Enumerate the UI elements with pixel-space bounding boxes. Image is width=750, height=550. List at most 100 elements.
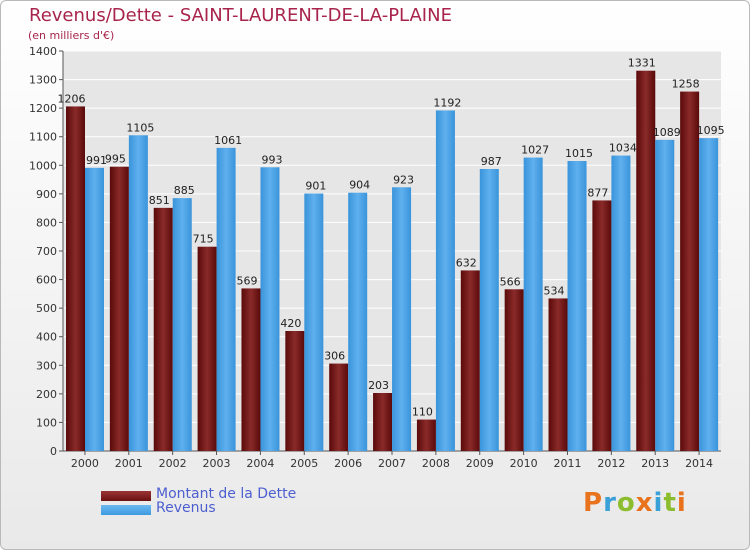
x-tick-label: 2001 bbox=[115, 457, 143, 470]
bar-revenus bbox=[523, 157, 543, 452]
bar-revenus bbox=[216, 147, 236, 451]
data-label-dette: 306 bbox=[324, 350, 345, 363]
chart-subtitle: (en milliers d'€) bbox=[28, 29, 115, 42]
data-label-dette: 1331 bbox=[628, 57, 656, 70]
data-label-revenus: 1061 bbox=[214, 134, 242, 147]
bar-dette bbox=[153, 207, 173, 451]
legend-label-revenus: Revenus bbox=[156, 500, 216, 516]
logo-letter: t bbox=[663, 488, 677, 518]
data-label-dette: 110 bbox=[412, 406, 433, 419]
x-tick-label: 2010 bbox=[510, 457, 538, 470]
x-tick-label: 2005 bbox=[290, 457, 318, 470]
data-label-revenus: 993 bbox=[261, 153, 282, 166]
data-label-revenus: 885 bbox=[174, 184, 195, 197]
y-tick-label: 700 bbox=[36, 245, 57, 258]
bar-revenus bbox=[392, 187, 412, 452]
logo-letter: i bbox=[676, 488, 687, 518]
data-label-dette: 851 bbox=[149, 194, 170, 207]
data-label-dette: 877 bbox=[587, 186, 608, 199]
data-label-dette: 1258 bbox=[672, 78, 700, 91]
data-label-dette: 995 bbox=[105, 153, 126, 166]
bar-revenus bbox=[172, 198, 192, 451]
bar-dette bbox=[241, 288, 261, 451]
data-label-revenus: 901 bbox=[305, 180, 326, 193]
y-tick-label: 1200 bbox=[29, 102, 57, 115]
bar-dette bbox=[460, 270, 480, 451]
data-label-revenus: 1015 bbox=[565, 147, 593, 160]
bar-dette bbox=[285, 331, 305, 451]
legend-swatch-dette bbox=[101, 491, 151, 501]
data-label-dette: 632 bbox=[456, 256, 477, 269]
x-tick-label: 2011 bbox=[553, 457, 581, 470]
y-tick-label: 200 bbox=[36, 388, 57, 401]
bar-dette bbox=[592, 200, 612, 451]
bar-revenus bbox=[85, 167, 104, 451]
y-tick-label: 800 bbox=[36, 216, 57, 229]
bar-revenus bbox=[611, 155, 631, 452]
x-tick-label: 2004 bbox=[246, 457, 274, 470]
y-tick-label: 900 bbox=[36, 188, 57, 201]
bar-dette bbox=[109, 166, 129, 451]
logo-letter: P bbox=[583, 488, 604, 518]
logo-letter: o bbox=[616, 488, 636, 518]
data-label-revenus: 1034 bbox=[609, 142, 637, 155]
x-tick-label: 2012 bbox=[597, 457, 625, 470]
x-tick-label: 2013 bbox=[641, 457, 669, 470]
legend-swatch-revenus bbox=[101, 505, 151, 515]
x-tick-label: 2009 bbox=[466, 457, 494, 470]
data-label-dette: 569 bbox=[236, 274, 257, 287]
y-tick-label: 500 bbox=[36, 302, 57, 315]
x-tick-label: 2000 bbox=[71, 457, 99, 470]
y-tick-label: 1300 bbox=[29, 74, 57, 87]
y-tick-label: 100 bbox=[36, 416, 57, 429]
bar-revenus bbox=[435, 110, 455, 451]
x-tick-label: 2008 bbox=[422, 457, 450, 470]
data-label-revenus: 991 bbox=[86, 154, 107, 167]
x-tick-label: 2006 bbox=[334, 457, 362, 470]
bar-dette bbox=[680, 91, 700, 452]
bar-revenus bbox=[479, 169, 499, 451]
data-label-revenus: 1192 bbox=[433, 96, 461, 109]
chart-title: Revenus/Dette - SAINT-LAURENT-DE-LA-PLAI… bbox=[29, 5, 452, 26]
data-label-dette: 534 bbox=[544, 284, 565, 297]
y-tick-label: 1000 bbox=[29, 159, 57, 172]
data-label-dette: 1206 bbox=[58, 92, 86, 105]
data-label-revenus: 1095 bbox=[697, 124, 725, 137]
bar-revenus bbox=[304, 193, 324, 452]
bar-dette bbox=[66, 106, 85, 451]
y-tick-label: 1400 bbox=[29, 45, 57, 58]
bar-revenus bbox=[699, 138, 719, 451]
x-tick-label: 2002 bbox=[159, 457, 187, 470]
y-tick-label: 300 bbox=[36, 359, 57, 372]
bar-revenus bbox=[128, 135, 148, 452]
data-label-revenus: 904 bbox=[349, 179, 370, 192]
legend-label-dette: Montant de la Dette bbox=[156, 486, 297, 502]
bar-dette bbox=[504, 289, 524, 451]
data-label-revenus: 987 bbox=[481, 155, 502, 168]
logo-letter: r bbox=[603, 488, 617, 518]
data-label-revenus: 1105 bbox=[126, 121, 154, 134]
proxiti-logo: Proxiti bbox=[583, 488, 687, 518]
data-label-dette: 715 bbox=[193, 233, 214, 246]
bar-revenus bbox=[567, 161, 587, 451]
bar-revenus bbox=[348, 192, 368, 451]
x-tick-label: 2003 bbox=[203, 457, 231, 470]
bar-revenus bbox=[260, 167, 280, 452]
data-label-revenus: 1089 bbox=[653, 126, 681, 139]
bar-dette bbox=[416, 419, 436, 451]
y-tick-label: 600 bbox=[36, 274, 57, 287]
bar-dette bbox=[197, 246, 217, 451]
x-tick-label: 2007 bbox=[378, 457, 406, 470]
data-label-dette: 566 bbox=[500, 275, 521, 288]
data-label-revenus: 923 bbox=[393, 173, 414, 186]
data-label-dette: 420 bbox=[280, 317, 301, 330]
bar-dette bbox=[373, 393, 393, 451]
y-tick-label: 0 bbox=[50, 445, 57, 458]
logo-letter: i bbox=[653, 488, 664, 518]
y-tick-label: 400 bbox=[36, 331, 57, 344]
logo-letter: x bbox=[635, 488, 654, 518]
bar-dette bbox=[548, 298, 568, 451]
bar-dette bbox=[636, 70, 656, 451]
bar-revenus bbox=[655, 139, 675, 451]
